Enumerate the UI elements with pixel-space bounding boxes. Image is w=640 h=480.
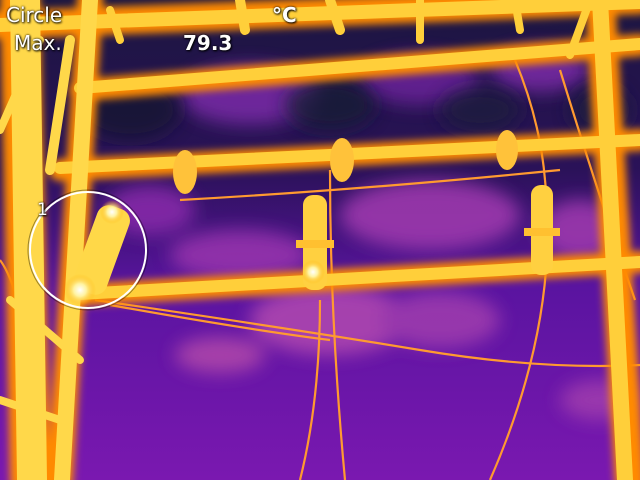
insulators-lower	[74, 185, 560, 295]
insulators-upper	[173, 130, 518, 194]
hotspots	[64, 200, 325, 306]
temperature-unit: °C	[272, 3, 297, 27]
temperature-value: 79.3	[183, 31, 233, 55]
measurement-stat-label: Max.	[14, 31, 62, 55]
measurement-mode-label: Circle	[6, 3, 63, 27]
measurement-marker-index: 1	[37, 200, 48, 220]
measurement-circle[interactable]	[29, 191, 147, 309]
